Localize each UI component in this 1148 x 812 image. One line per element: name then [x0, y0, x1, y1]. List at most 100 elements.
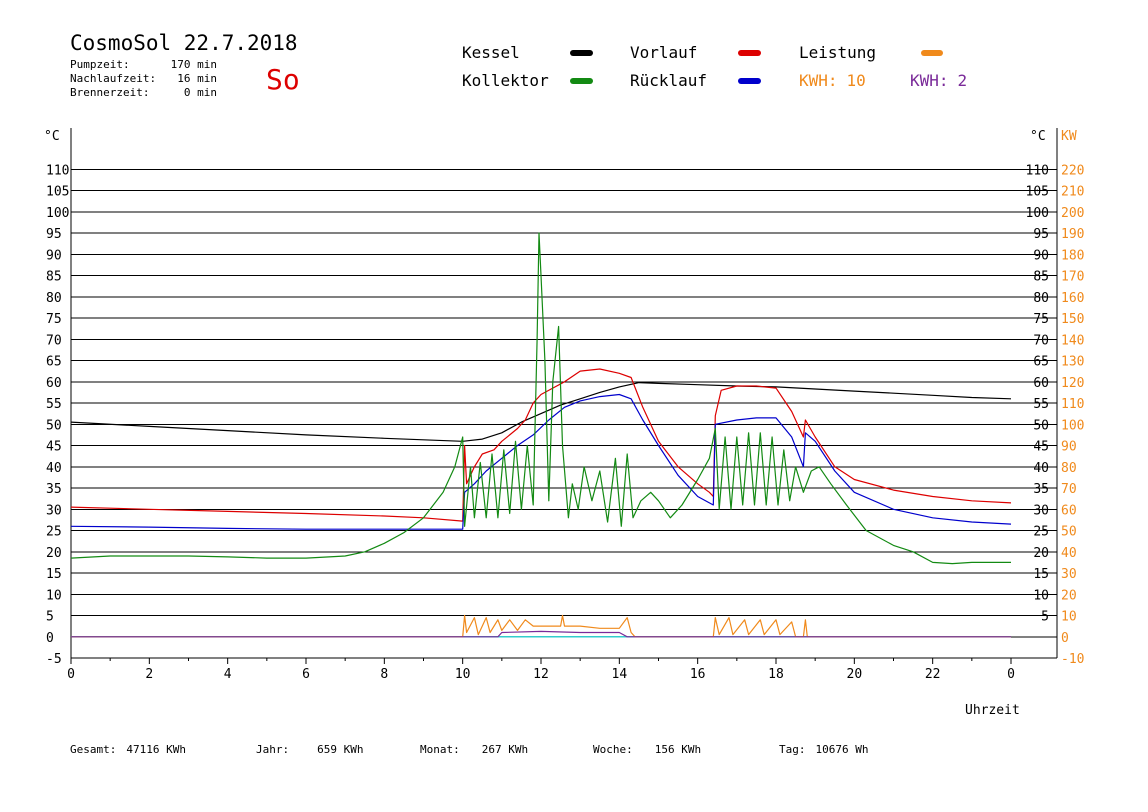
- right-tick-label-c: 75: [1033, 312, 1049, 327]
- left-tick-label: 5: [46, 610, 54, 625]
- right-tick-label-kw: 10: [1061, 610, 1077, 625]
- right-tick-labels: 1101051009590858075706560555045403530252…: [1026, 163, 1085, 667]
- left-tick-labels: 1101051009590858075706560555045403530252…: [46, 163, 69, 667]
- total-label: Woche:: [593, 743, 633, 756]
- info-label: Pumpzeit:: [70, 58, 130, 71]
- x-tick-label: 12: [533, 667, 549, 682]
- kwh-counter-2: KWH: 2: [910, 71, 967, 90]
- right-tick-label-c: 105: [1026, 185, 1049, 200]
- right-tick-label-c: 60: [1033, 376, 1049, 391]
- right-tick-label-c: 10: [1033, 588, 1049, 603]
- left-tick-label: 0: [46, 631, 54, 646]
- total-value: 156 KWh: [655, 743, 701, 756]
- x-axis-label: Uhrzeit: [965, 703, 1020, 718]
- right-tick-label-kw: 220: [1061, 163, 1084, 178]
- right-tick-label-kw: 160: [1061, 291, 1084, 306]
- left-tick-label: 110: [46, 163, 69, 178]
- right-tick-label-kw: 20: [1061, 588, 1077, 603]
- info-value: 170 min: [171, 58, 217, 71]
- left-tick-label: 90: [46, 248, 62, 263]
- total-gesamt: Gesamt: 47116 KWh: [70, 743, 186, 756]
- total-label: Tag:: [779, 743, 806, 756]
- left-tick-label: 65: [46, 355, 62, 370]
- chart-legend: Kessel Vorlauf Leistung Kollektor Rückla…: [462, 43, 967, 90]
- x-tick-labels: 0 2 4 6 8 10 12 14 16 18 20 22 0: [67, 667, 1015, 682]
- series-line-leistung: [71, 614, 1011, 638]
- total-label: Monat:: [420, 743, 460, 756]
- left-tick-label: 60: [46, 376, 62, 391]
- info-label: Nachlaufzeit:: [70, 72, 156, 85]
- total-value: 267 KWh: [482, 743, 528, 756]
- right-tick-label-kw: 140: [1061, 333, 1084, 348]
- left-tick-label: 10: [46, 588, 62, 603]
- right-tick-label-c: 30: [1033, 503, 1049, 518]
- total-label: Jahr:: [256, 743, 289, 756]
- energy-totals: Gesamt: 47116 KWh Jahr: 659 KWh Monat: 267 …: [70, 743, 868, 756]
- info-value: 0 min: [184, 86, 217, 99]
- right-tick-label-c: 85: [1033, 270, 1049, 285]
- right-tick-label-c: 90: [1033, 248, 1049, 263]
- total-value: 47116 KWh: [126, 743, 186, 756]
- grid-lines: [71, 168, 1057, 659]
- left-tick-label: 45: [46, 440, 62, 455]
- right-tick-label-c: 45: [1033, 440, 1049, 455]
- left-tick-label: 80: [46, 291, 62, 306]
- legend-label-kollektor: Kollektor: [462, 71, 549, 90]
- right-tick-label-kw: 0: [1061, 631, 1069, 646]
- series-line-kessel: [70, 382, 1012, 442]
- series-line-kollektor: [70, 232, 1011, 565]
- x-tick-label: 18: [768, 667, 784, 682]
- weekday-label: So: [266, 63, 300, 96]
- legend-label-vorlauf: Vorlauf: [630, 43, 697, 62]
- x-tick-label: 2: [145, 667, 153, 682]
- right-tick-label-kw: 190: [1061, 227, 1084, 242]
- series-line-leistung2: [71, 630, 1011, 638]
- right-tick-label-kw: 30: [1061, 567, 1077, 582]
- right-tick-label-c: 80: [1033, 291, 1049, 306]
- right-tick-label-kw: 100: [1061, 418, 1084, 433]
- right-tick-label-kw: 120: [1061, 376, 1084, 391]
- axis-lines: [70, 128, 1058, 664]
- x-tick-label: 0: [1007, 667, 1015, 682]
- right-tick-label-c: 15: [1033, 567, 1049, 582]
- right-tick-label-c: 100: [1026, 206, 1049, 221]
- right-tick-label-kw: 210: [1061, 185, 1084, 200]
- total-jahr: Jahr: 659 KWh: [256, 743, 363, 756]
- right-tick-label-c: 65: [1033, 355, 1049, 370]
- right-tick-label-kw: 50: [1061, 525, 1077, 540]
- chart-title: CosmoSol 22.7.2018: [70, 31, 298, 55]
- right-tick-label-kw: 60: [1061, 503, 1077, 518]
- left-tick-label: 40: [46, 461, 62, 476]
- kwh-label: KWH:: [910, 71, 949, 90]
- right-tick-label-kw: 130: [1061, 355, 1084, 370]
- left-tick-label: 15: [46, 567, 62, 582]
- total-monat: Monat: 267 KWh: [420, 743, 528, 756]
- x-tick-label: 8: [380, 667, 388, 682]
- right-axis-unit-kw: KW: [1061, 129, 1077, 144]
- total-woche: Woche: 156 KWh: [593, 743, 701, 756]
- plot-area: [70, 232, 1012, 638]
- left-tick-label: 105: [46, 185, 69, 200]
- x-tick-label: 14: [612, 667, 628, 682]
- x-tick-label: 16: [690, 667, 706, 682]
- right-tick-label-kw: 150: [1061, 312, 1084, 327]
- info-value: 16 min: [177, 72, 217, 85]
- right-tick-label-c: 5: [1041, 610, 1049, 625]
- kwh-value: 2: [958, 71, 968, 90]
- right-tick-label-kw: 40: [1061, 546, 1077, 561]
- left-tick-label: 55: [46, 397, 62, 412]
- total-tag: Tag: 10676 Wh: [779, 743, 868, 756]
- runtime-info: Pumpzeit: 170 min Nachlaufzeit: 16 min B…: [70, 58, 217, 99]
- left-tick-label: 50: [46, 418, 62, 433]
- left-tick-label: 30: [46, 503, 62, 518]
- left-tick-label: 25: [46, 525, 62, 540]
- x-tick-label: 6: [302, 667, 310, 682]
- left-tick-label: 75: [46, 312, 62, 327]
- right-tick-label-c: 110: [1026, 163, 1049, 178]
- left-tick-label: 70: [46, 333, 62, 348]
- legend-label-kessel: Kessel: [462, 43, 520, 62]
- legend-label-leistung: Leistung: [799, 43, 876, 62]
- kwh-label: KWH:: [799, 71, 838, 90]
- left-tick-label: 85: [46, 270, 62, 285]
- x-tick-label: 22: [925, 667, 941, 682]
